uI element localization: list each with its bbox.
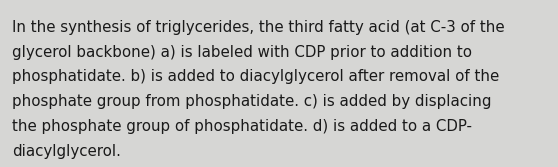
Text: diacylglycerol.: diacylglycerol. [12,144,121,159]
Text: phosphatidate. b) is added to diacylglycerol after removal of the: phosphatidate. b) is added to diacylglyc… [12,69,499,85]
Text: In the synthesis of triglycerides, the third fatty acid (at C-3 of the: In the synthesis of triglycerides, the t… [12,20,505,35]
Text: phosphate group from phosphatidate. c) is added by displacing: phosphate group from phosphatidate. c) i… [12,94,492,109]
Text: glycerol backbone) a) is labeled with CDP prior to addition to: glycerol backbone) a) is labeled with CD… [12,45,472,60]
Text: the phosphate group of phosphatidate. d) is added to a CDP-: the phosphate group of phosphatidate. d)… [12,119,472,134]
